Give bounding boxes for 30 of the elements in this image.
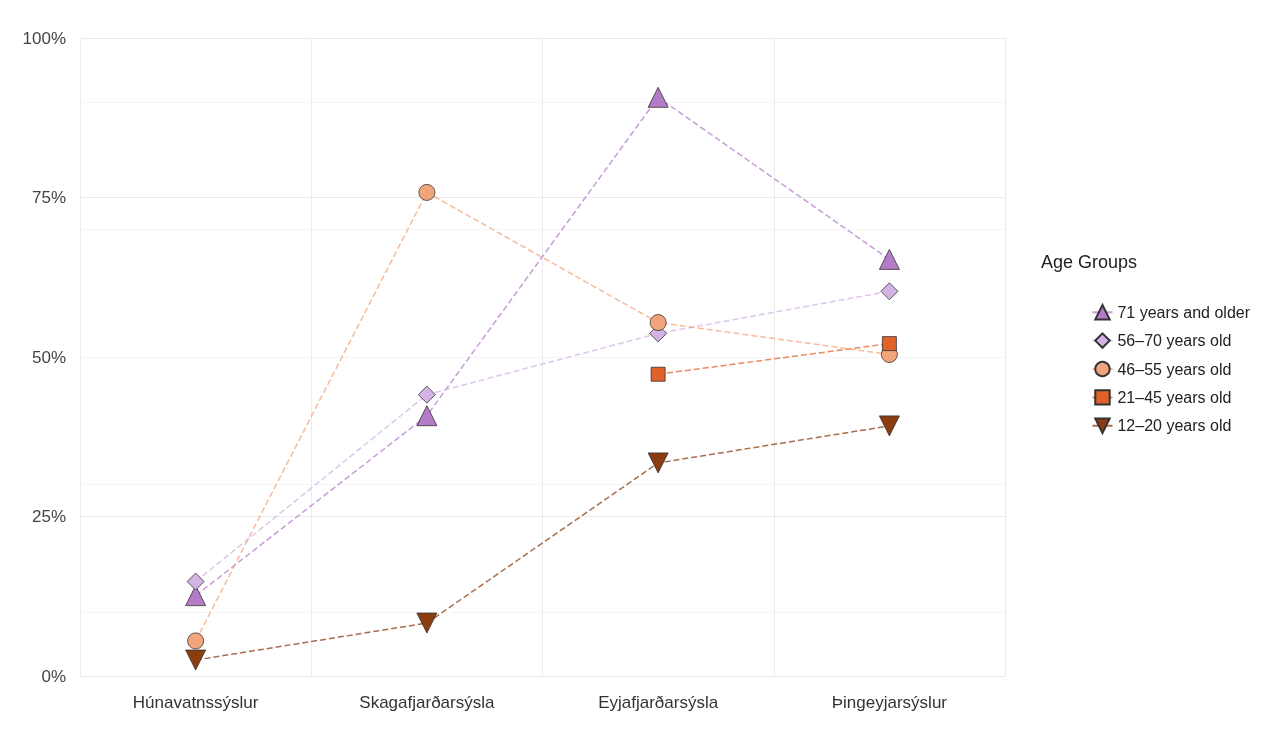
point bbox=[881, 336, 897, 351]
x-tick-label: Skagafjarðarsýsla bbox=[359, 693, 495, 712]
point bbox=[878, 248, 900, 270]
point bbox=[185, 649, 207, 671]
point bbox=[418, 184, 436, 201]
point bbox=[650, 366, 666, 382]
x-tick-label: Húnavatnssýslur bbox=[132, 693, 259, 712]
point bbox=[187, 632, 205, 650]
y-tick-label: 25% bbox=[31, 507, 66, 526]
point bbox=[186, 572, 205, 591]
point bbox=[647, 452, 669, 474]
point bbox=[649, 314, 667, 331]
y-tick-label: 75% bbox=[31, 188, 66, 207]
point bbox=[878, 415, 900, 437]
legend-title: Age Groups bbox=[1040, 252, 1138, 272]
point bbox=[416, 612, 438, 634]
y-tick-label: 50% bbox=[31, 347, 66, 367]
point bbox=[417, 385, 436, 404]
x-tick-label: Þingeyjarsýslur bbox=[831, 693, 948, 712]
x-tick-label: Eyjafjarðarsýsla bbox=[598, 693, 719, 712]
point bbox=[880, 282, 899, 301]
legend-label: 12–20 years old bbox=[1117, 417, 1232, 435]
y-tick-label: 0% bbox=[41, 666, 66, 686]
y-tick-label: 100% bbox=[22, 28, 66, 48]
point bbox=[647, 86, 669, 108]
legend-label: 56–70 years old bbox=[1117, 332, 1232, 350]
legend-label: 46–55 years old bbox=[1117, 360, 1232, 378]
legend-label: 71 years and older bbox=[1117, 303, 1251, 321]
legend-label: 21–45 years old bbox=[1117, 388, 1232, 406]
point bbox=[416, 405, 438, 427]
